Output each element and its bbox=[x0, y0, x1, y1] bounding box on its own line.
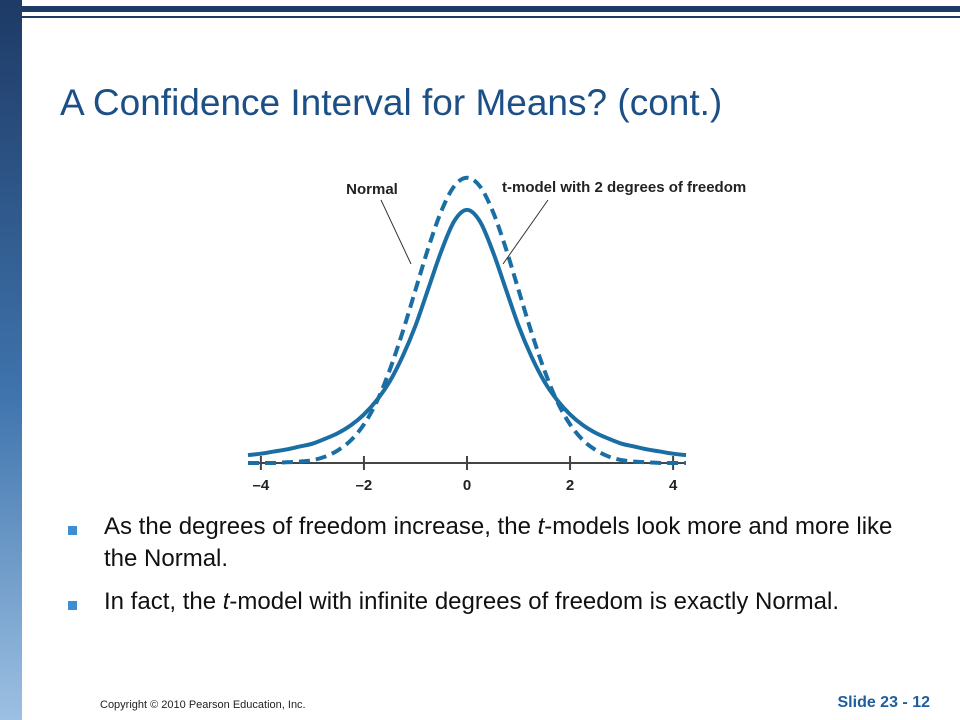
curve bbox=[248, 175, 686, 466]
slide-title: A Confidence Interval for Means? (cont.) bbox=[60, 82, 723, 123]
annotation: t-model with 2 degrees of freedom bbox=[502, 179, 746, 196]
left-bar bbox=[0, 0, 22, 720]
bullet-text: In fact, the t-model with infinite degre… bbox=[104, 586, 894, 618]
text-run: -models look more and more like the Norm… bbox=[104, 513, 893, 572]
bullet-marker bbox=[68, 601, 77, 610]
x-tick-label: 2 bbox=[566, 477, 574, 494]
copyright: Copyright © 2010 Pearson Education, Inc. bbox=[100, 699, 306, 711]
text-run: t bbox=[537, 513, 545, 540]
bullet-text: As the degrees of freedom increase, the … bbox=[104, 511, 894, 575]
top-rule bbox=[22, 6, 960, 12]
x-tick-label: –4 bbox=[253, 477, 270, 494]
bullet-marker bbox=[68, 526, 77, 535]
x-tick-label: –2 bbox=[356, 477, 373, 494]
annotation: Normal bbox=[346, 181, 398, 198]
text-run: In fact, the bbox=[104, 588, 223, 615]
x-tick-label: 0 bbox=[463, 477, 471, 494]
leader-line bbox=[502, 199, 549, 265]
x-tick-label: 4 bbox=[669, 477, 678, 494]
top-rule bbox=[22, 16, 960, 18]
text-run: -model with infinite degrees of freedom … bbox=[229, 588, 839, 615]
slide-number: Slide 23 - 12 bbox=[837, 694, 931, 711]
leader-line bbox=[380, 199, 412, 265]
text-run: t bbox=[222, 588, 230, 615]
curve bbox=[247, 207, 687, 458]
text-run: As the degrees of freedom increase, the bbox=[104, 513, 538, 540]
